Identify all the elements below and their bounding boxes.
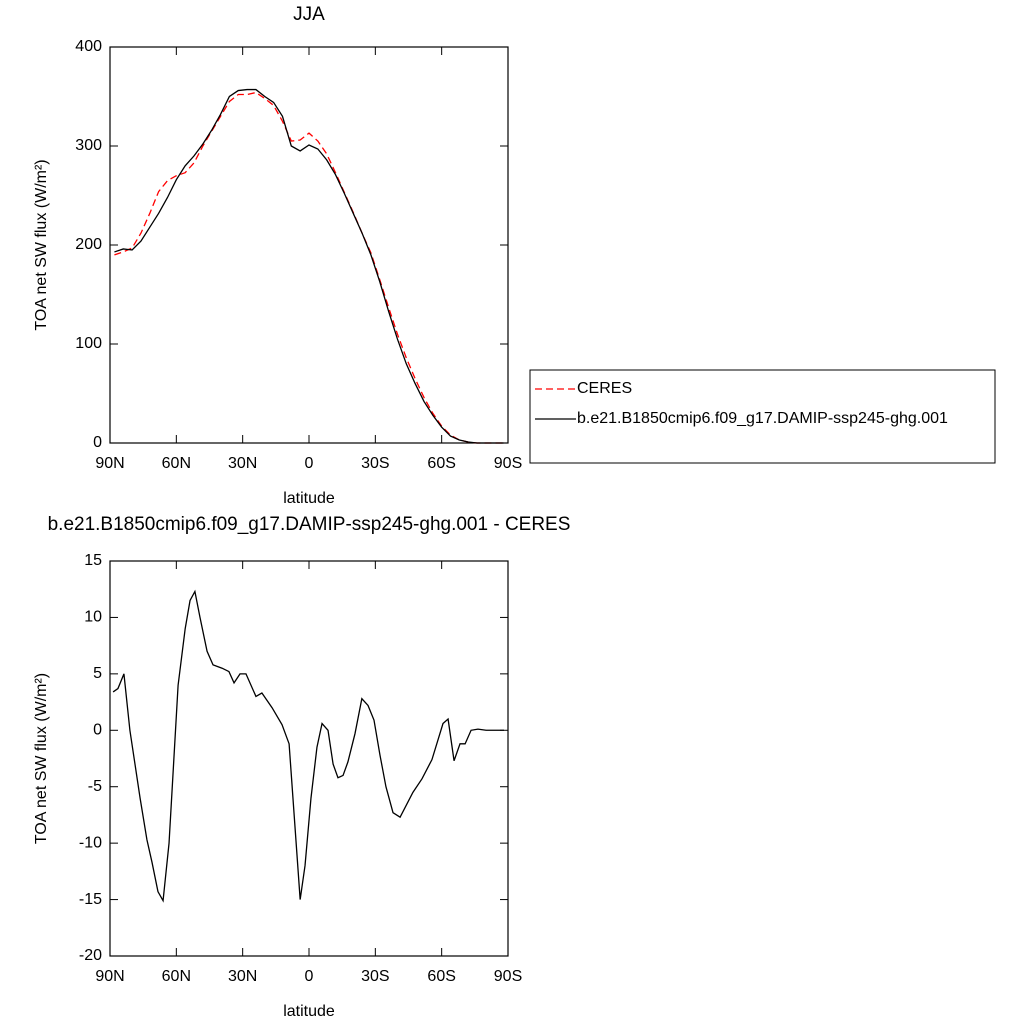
x-tick-label: 60S xyxy=(427,455,455,472)
x-tick-label: 0 xyxy=(305,968,314,985)
x-tick-label: 60N xyxy=(162,455,191,472)
data-line xyxy=(114,88,504,444)
y-tick-label: -20 xyxy=(79,947,102,964)
chart-title: JJA xyxy=(293,4,325,25)
legend-label: CERES xyxy=(577,380,632,397)
legend-label: b.e21.B1850cmip6.f09_g17.DAMIP-ssp245-gh… xyxy=(577,410,948,427)
x-tick-label: 60N xyxy=(162,968,191,985)
y-tick-label: 0 xyxy=(93,722,102,739)
x-tick-label: 90N xyxy=(95,968,124,985)
plot-frame xyxy=(109,560,509,957)
data-line xyxy=(114,91,504,444)
x-tick-label: 0 xyxy=(305,455,314,472)
data-line xyxy=(112,589,505,903)
x-tick-label: 90S xyxy=(494,968,522,985)
y-tick-label: -15 xyxy=(79,891,102,908)
x-tick-label: 30S xyxy=(361,455,389,472)
x-axis-label: latitude xyxy=(283,1003,335,1020)
x-tick-label: 30N xyxy=(228,455,257,472)
y-tick-label: 5 xyxy=(93,665,102,682)
x-tick-label: 30S xyxy=(361,968,389,985)
y-tick-label: 200 xyxy=(75,236,102,253)
plot-frame xyxy=(109,46,509,444)
y-tick-label: 15 xyxy=(84,552,102,569)
y-axis-label: TOA net SW flux (W/m²) xyxy=(33,673,50,844)
x-tick-label: 90S xyxy=(494,455,522,472)
chart-title: b.e21.B1850cmip6.f09_g17.DAMIP-ssp245-gh… xyxy=(48,514,571,535)
legend-box xyxy=(529,369,996,464)
y-tick-label: -5 xyxy=(88,778,102,795)
y-tick-label: 400 xyxy=(75,38,102,55)
x-tick-label: 30N xyxy=(228,968,257,985)
y-axis-label: TOA net SW flux (W/m²) xyxy=(33,159,50,330)
y-tick-label: 0 xyxy=(93,434,102,451)
y-tick-label: 10 xyxy=(84,609,102,626)
y-tick-label: 100 xyxy=(75,335,102,352)
y-tick-label: -10 xyxy=(79,834,102,851)
x-tick-label: 90N xyxy=(95,455,124,472)
x-axis-label: latitude xyxy=(283,490,335,507)
y-tick-label: 300 xyxy=(75,137,102,154)
x-tick-label: 60S xyxy=(427,968,455,985)
